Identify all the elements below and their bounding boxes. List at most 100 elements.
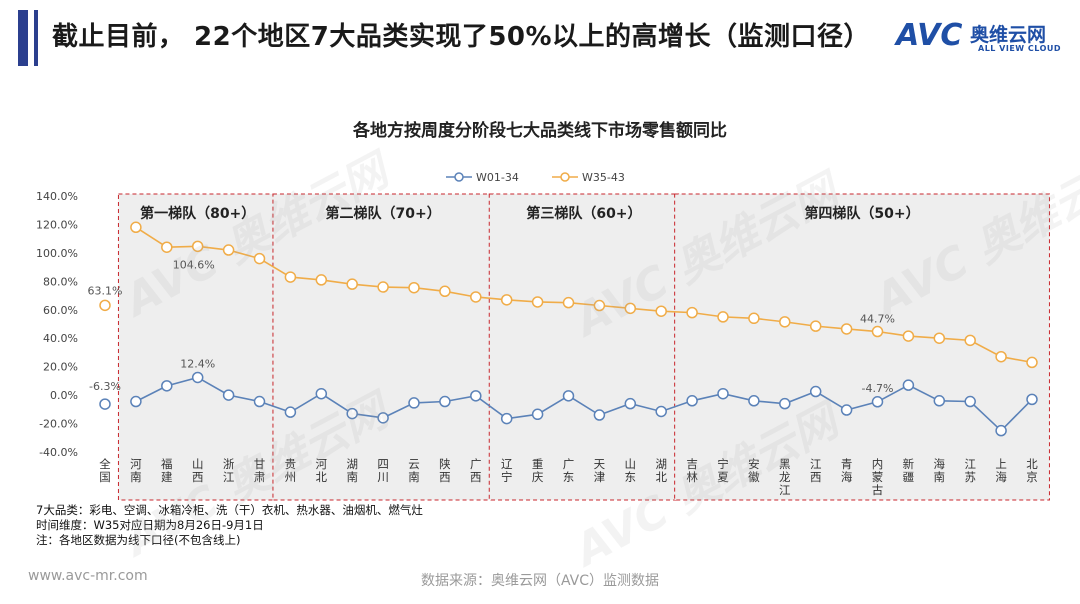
data-point xyxy=(593,299,606,312)
group-box xyxy=(272,193,494,501)
x-tick-label: 江苏 xyxy=(964,457,976,484)
data-point xyxy=(1026,356,1038,369)
data-point xyxy=(284,271,297,283)
group-label: 第二梯队（70+） xyxy=(325,205,440,222)
data-point xyxy=(439,395,451,408)
x-tick-label: 辽宁 xyxy=(501,457,513,484)
data-point xyxy=(161,241,173,253)
data-point xyxy=(840,323,853,335)
y-tick-label: 140.0% xyxy=(36,190,78,203)
data-point xyxy=(933,395,946,407)
y-tick-label: 0.0% xyxy=(50,389,78,402)
logo-chinese-name: 奥维云网 xyxy=(970,24,1047,46)
data-label: -4.7% xyxy=(862,382,894,395)
data-point xyxy=(809,320,822,332)
data-point xyxy=(284,406,297,418)
x-tick-label: 贵州 xyxy=(285,457,297,484)
logo-english-name: ALL VIEW CLOUD xyxy=(978,44,1062,53)
y-tick-label: 60.0% xyxy=(43,304,78,317)
data-point xyxy=(995,424,1007,437)
data-point xyxy=(686,306,698,319)
data-point xyxy=(222,389,235,401)
x-tick-label: 江西 xyxy=(810,457,822,484)
data-point xyxy=(191,240,204,253)
data-point xyxy=(809,385,822,398)
x-tick-label: 山东 xyxy=(625,457,637,484)
data-point xyxy=(840,404,853,416)
data-point xyxy=(99,398,111,410)
x-tick-label: 重庆 xyxy=(532,457,544,484)
data-point xyxy=(655,405,667,418)
data-point xyxy=(408,397,420,409)
y-tick-label: 100.0% xyxy=(36,247,78,260)
data-point xyxy=(315,387,328,400)
avc-logo: AVC 奥维云网 ALL VIEW CLOUD xyxy=(896,18,1066,60)
x-tick-label: 青海 xyxy=(841,457,853,484)
data-point xyxy=(531,296,544,308)
x-tick-label: 新疆 xyxy=(903,457,915,484)
data-point xyxy=(253,395,266,408)
x-tick-label: 四川 xyxy=(377,457,389,484)
data-point xyxy=(222,244,235,256)
legend-label: W01-34 xyxy=(476,171,519,184)
data-point xyxy=(377,281,389,293)
legend-label: W35-43 xyxy=(582,171,625,184)
data-point xyxy=(408,281,420,294)
data-point xyxy=(500,294,513,306)
x-tick-label: 宁夏 xyxy=(717,457,729,484)
page-title: 截止目前， 22个地区7大品类实现了50%以上的高增长（监测口径） xyxy=(52,22,871,52)
title-accent-bar xyxy=(18,10,28,66)
data-label: 63.1% xyxy=(88,284,123,297)
legend-marker xyxy=(454,172,464,182)
legend-marker xyxy=(560,172,570,182)
x-tick-label: 吉林 xyxy=(686,457,698,484)
data-point xyxy=(253,252,266,265)
data-label: 44.7% xyxy=(860,313,895,326)
logo-mark: AVC xyxy=(896,18,963,53)
footer-source: 数据来源：奥维云网（AVC）监测数据 xyxy=(420,573,660,589)
x-tick-label: 甘肃 xyxy=(254,457,266,484)
x-tick-label: 福建 xyxy=(161,457,173,484)
data-point xyxy=(748,395,760,407)
x-tick-label: 湖北 xyxy=(655,457,667,484)
data-point xyxy=(315,274,328,286)
x-tick-label: 河南 xyxy=(130,457,142,484)
data-point xyxy=(964,395,976,408)
y-tick-label: 80.0% xyxy=(43,275,78,288)
data-point xyxy=(593,409,606,421)
data-point xyxy=(99,299,111,312)
x-tick-label: 天津 xyxy=(594,457,606,484)
data-label: 104.6% xyxy=(173,258,215,271)
data-point xyxy=(130,221,142,234)
title-accent-bar-thin xyxy=(34,10,38,66)
data-point xyxy=(748,312,760,325)
x-tick-label: 河北 xyxy=(316,457,328,484)
y-tick-label: 40.0% xyxy=(43,332,78,345)
data-point xyxy=(346,278,358,290)
data-point xyxy=(624,302,637,315)
data-point xyxy=(1026,393,1038,406)
data-point xyxy=(964,334,976,347)
x-tick-label: 全国 xyxy=(99,457,111,484)
group-label: 第三梯队（60+） xyxy=(526,205,641,222)
group-label: 第一梯队（80+） xyxy=(140,205,255,222)
data-point xyxy=(500,412,513,425)
note-categories: 7大品类：彩电、空调、冰箱冷柜、洗（干）衣机、热水器、油烟机、燃气灶 xyxy=(36,503,423,517)
x-tick-label: 海南 xyxy=(934,457,946,484)
data-point xyxy=(470,390,482,402)
data-point xyxy=(902,330,915,342)
group-box xyxy=(117,193,278,501)
data-point xyxy=(717,387,729,400)
data-point xyxy=(191,371,204,384)
y-tick-label: 20.0% xyxy=(43,361,78,374)
x-tick-label: 湖南 xyxy=(346,457,358,484)
data-point xyxy=(933,332,946,344)
group-box xyxy=(488,193,680,501)
data-point xyxy=(717,311,729,323)
data-point xyxy=(161,380,173,392)
footer-url: www.avc-mr.com xyxy=(28,568,148,584)
note-offline-scope: 注：各地区数据为线下口径(不包含线上) xyxy=(36,533,241,547)
group-box xyxy=(674,193,1050,501)
data-point xyxy=(624,397,637,410)
y-tick-label: -40.0% xyxy=(39,446,78,459)
